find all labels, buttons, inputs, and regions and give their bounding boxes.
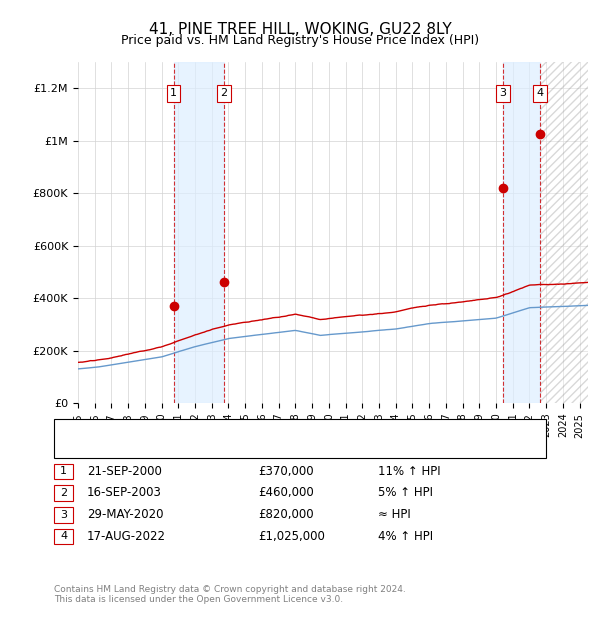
Text: Price paid vs. HM Land Registry's House Price Index (HPI): Price paid vs. HM Land Registry's House … xyxy=(121,34,479,47)
Text: 1: 1 xyxy=(60,466,67,476)
Text: 3: 3 xyxy=(60,510,67,520)
Text: 11% ↑ HPI: 11% ↑ HPI xyxy=(378,465,440,477)
Text: 29-MAY-2020: 29-MAY-2020 xyxy=(87,508,163,521)
Text: 3: 3 xyxy=(499,89,506,99)
Text: 4% ↑ HPI: 4% ↑ HPI xyxy=(378,530,433,542)
Text: 41, PINE TREE HILL, WOKING, GU22 8LY: 41, PINE TREE HILL, WOKING, GU22 8LY xyxy=(149,22,451,37)
Text: HPI: Average price, detached house, Woking: HPI: Average price, detached house, Woki… xyxy=(108,443,355,453)
Text: £370,000: £370,000 xyxy=(258,465,314,477)
Text: £460,000: £460,000 xyxy=(258,487,314,499)
Bar xyxy=(540,62,588,403)
Text: 41, PINE TREE HILL, WOKING, GU22 8LY (detached house): 41, PINE TREE HILL, WOKING, GU22 8LY (de… xyxy=(108,423,430,433)
Text: 5% ↑ HPI: 5% ↑ HPI xyxy=(378,487,433,499)
Text: 17-AUG-2022: 17-AUG-2022 xyxy=(87,530,166,542)
Text: £820,000: £820,000 xyxy=(258,508,314,521)
Text: 16-SEP-2003: 16-SEP-2003 xyxy=(87,487,162,499)
Bar xyxy=(173,62,224,403)
Bar xyxy=(503,62,540,403)
Text: 2: 2 xyxy=(60,488,67,498)
Text: ≈ HPI: ≈ HPI xyxy=(378,508,411,521)
Text: £1,025,000: £1,025,000 xyxy=(258,530,325,542)
Text: 4: 4 xyxy=(60,531,67,541)
Text: 21-SEP-2000: 21-SEP-2000 xyxy=(87,465,162,477)
Text: 4: 4 xyxy=(536,89,544,99)
Text: 1: 1 xyxy=(170,89,177,99)
Text: Contains HM Land Registry data © Crown copyright and database right 2024.
This d: Contains HM Land Registry data © Crown c… xyxy=(54,585,406,604)
Bar xyxy=(540,62,588,403)
Text: 2: 2 xyxy=(220,89,227,99)
